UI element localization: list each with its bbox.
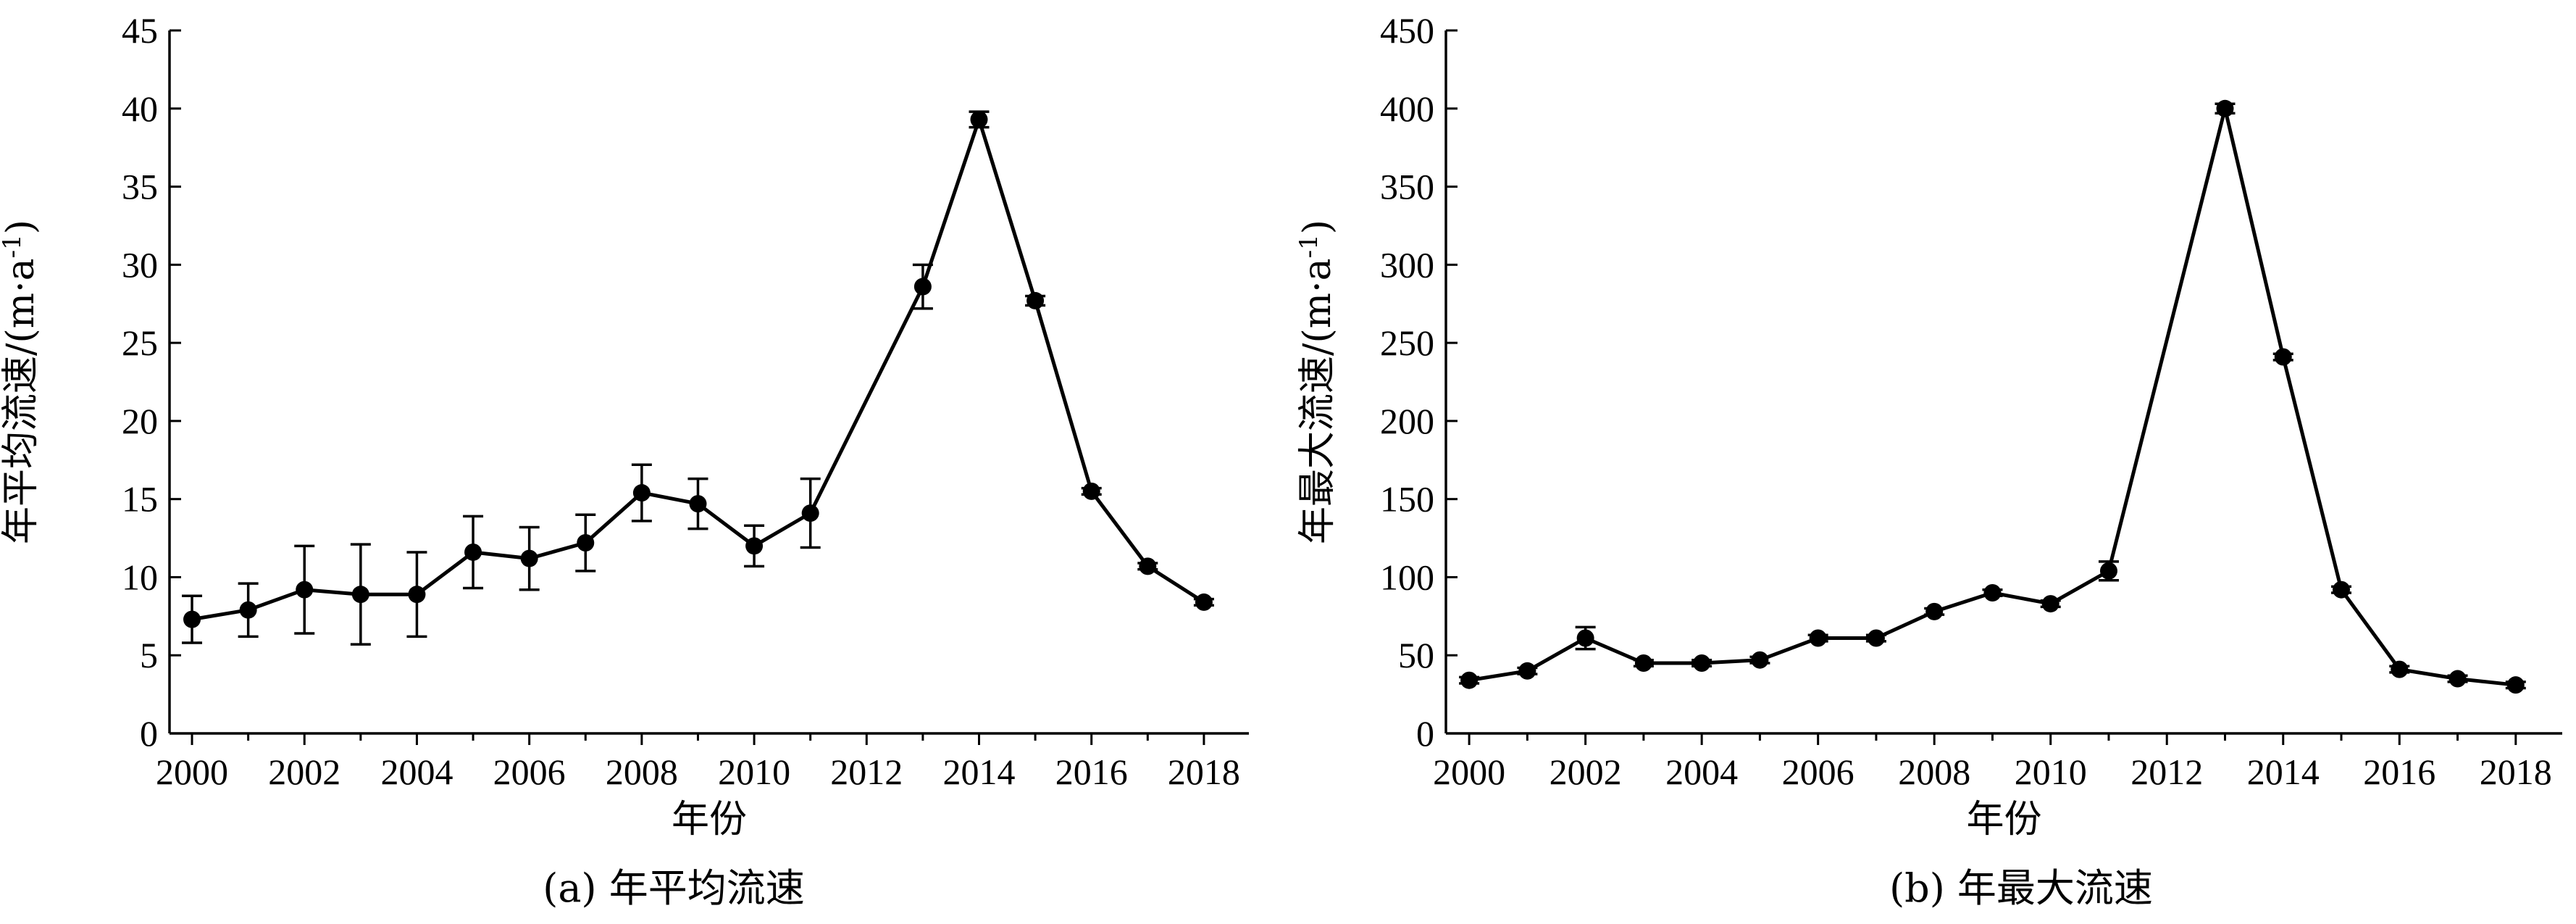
- data-point: [1867, 629, 1885, 647]
- x-tick-label: 2018: [1168, 752, 1240, 792]
- x-tick-label: 2000: [1433, 752, 1505, 792]
- data-point: [913, 278, 932, 296]
- x-axis-title: 年份: [1966, 798, 2041, 841]
- data-point: [1634, 654, 1652, 672]
- y-tick-label: 300: [1380, 244, 1434, 285]
- data-point: [689, 495, 707, 513]
- y-tick-label: 15: [122, 479, 158, 520]
- x-tick-label: 2010: [2015, 752, 2087, 792]
- y-tick-label: 0: [140, 713, 158, 754]
- x-tick-label: 2010: [718, 752, 790, 792]
- data-point: [296, 580, 314, 599]
- x-tick-label: 2004: [380, 752, 453, 792]
- data-point: [408, 586, 426, 604]
- data-point: [632, 484, 651, 502]
- data-point: [1925, 602, 1944, 620]
- y-tick-label: 150: [1380, 479, 1434, 520]
- y-tick-label: 25: [122, 322, 158, 363]
- data-point: [801, 504, 819, 523]
- data-point: [1139, 557, 1157, 575]
- y-tick-label: 30: [122, 244, 158, 285]
- data-point: [464, 543, 482, 561]
- y-tick-label: 20: [122, 401, 158, 441]
- x-tick-label: 2014: [2247, 752, 2320, 792]
- data-point: [1026, 291, 1045, 309]
- y-axis-title-main: 年最大流速/(m·a: [1296, 258, 1339, 544]
- data-point: [2506, 676, 2525, 694]
- y-tick-label: 400: [1380, 88, 1434, 129]
- y-tick-label: 450: [1380, 10, 1434, 51]
- x-tick-label: 2000: [156, 752, 228, 792]
- data-point: [351, 586, 369, 604]
- y-tick-label: 250: [1380, 322, 1434, 363]
- data-point: [1576, 629, 1594, 647]
- y-tick-label: 0: [1416, 713, 1434, 754]
- y-axis-title-main: 年平均流速/(m·a: [0, 258, 43, 544]
- y-tick-label: 5: [140, 635, 158, 675]
- data-point: [1983, 584, 2002, 602]
- x-tick-label: 2018: [2480, 752, 2552, 792]
- y-tick-label: 10: [122, 557, 158, 597]
- series-line: [191, 117, 1205, 622]
- data-point: [1082, 482, 1100, 500]
- data-point: [239, 601, 257, 619]
- x-tick-label: 2004: [1665, 752, 1738, 792]
- y-tick-label: 50: [1398, 635, 1434, 675]
- x-tick-label: 2014: [943, 752, 1016, 792]
- x-tick-label: 2012: [2130, 752, 2203, 792]
- y-tick-label: 100: [1380, 557, 1434, 597]
- x-tick-label: 2016: [2363, 752, 2435, 792]
- data-point: [2274, 348, 2292, 366]
- data-point: [2449, 670, 2467, 688]
- x-tick-label: 2006: [493, 752, 566, 792]
- y-tick-label: 350: [1380, 167, 1434, 207]
- data-point: [2216, 99, 2234, 117]
- y-tick-label: 45: [122, 10, 158, 51]
- x-tick-label: 2012: [830, 752, 903, 792]
- data-point: [745, 537, 764, 555]
- y-axis-title-sup: -1: [0, 234, 27, 258]
- data-point: [520, 549, 538, 567]
- panel-caption: (a) 年平均流速: [543, 865, 805, 911]
- data-point: [1518, 662, 1536, 680]
- panel-caption: (b) 年最大流速: [1889, 865, 2153, 911]
- chart-panel-b: 0 50 100 150 200 250 300 350 400 450 2000 2002 2004 2…: [1295, 10, 2562, 911]
- y-axis-title-end: ): [1296, 220, 1339, 234]
- y-tick-label: 35: [122, 167, 158, 207]
- data-point: [2041, 595, 2059, 613]
- chart-panel-a: 0 5 10 15 20 25 30 35 40 45 2000 2002 2004 2006 2008 20…: [0, 10, 1249, 911]
- y-axis-title: 年最大流速/(m·a-1): [1295, 220, 1339, 544]
- data-point: [1195, 593, 1213, 611]
- x-axis-title: 年份: [672, 798, 747, 841]
- y-tick-label: 200: [1380, 401, 1434, 441]
- y-axis-title: 年平均流速/(m·a-1): [0, 220, 43, 544]
- data-point: [970, 110, 988, 128]
- data-point: [2333, 580, 2351, 599]
- data-point: [1693, 654, 1711, 672]
- x-tick-label: 2006: [1782, 752, 1854, 792]
- x-tick-label: 2016: [1055, 752, 1128, 792]
- x-tick-label: 2008: [1898, 752, 1970, 792]
- x-tick-label: 2002: [1550, 752, 1622, 792]
- data-point: [577, 534, 595, 552]
- data-point: [1460, 671, 1479, 689]
- x-tick-label: 2008: [606, 752, 678, 792]
- y-axis-title-end: ): [0, 220, 43, 234]
- data-point: [1809, 629, 1827, 647]
- y-tick-label: 40: [122, 88, 158, 129]
- data-point: [1751, 651, 1769, 669]
- data-point: [2391, 660, 2409, 678]
- x-tick-label: 2002: [268, 752, 340, 792]
- y-axis-title-sup: -1: [1295, 234, 1323, 258]
- data-point: [2099, 562, 2117, 580]
- data-point: [183, 610, 201, 628]
